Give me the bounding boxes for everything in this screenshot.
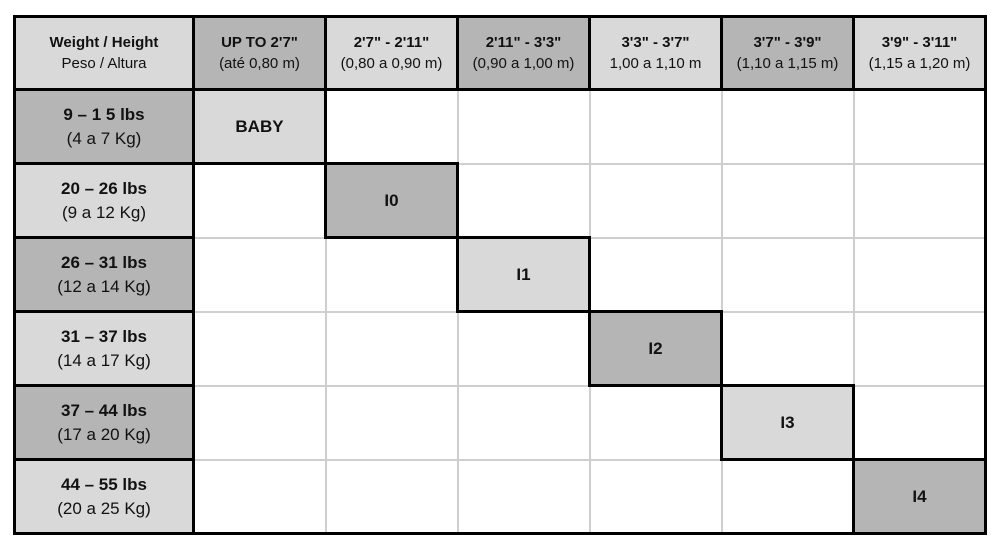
header-cell-height-range-4: 3'3" - 3'7" 1,00 a 1,10 m xyxy=(588,15,723,91)
table-row-i4: 44 – 55 lbs (20 a 25 Kg) I4 xyxy=(13,458,987,535)
size-cell-i3: I3 xyxy=(720,384,855,461)
empty-cell xyxy=(192,458,327,535)
weight-range-kg: (17 a 20 Kg) xyxy=(57,424,151,444)
weight-range-kg: (9 a 12 Kg) xyxy=(61,202,147,222)
size-chart-table: Weight / Height Peso / Altura UP TO 2'7"… xyxy=(13,15,987,535)
size-value: I3 xyxy=(780,412,795,432)
header-row: Weight / Height Peso / Altura UP TO 2'7"… xyxy=(13,15,987,91)
header-cell-weight-height: Weight / Height Peso / Altura xyxy=(13,15,195,91)
height-range-metric: (1,15 a 1,20 m) xyxy=(868,55,971,72)
empty-cell xyxy=(192,384,327,461)
row-label-cell: 9 – 1 5 lbs (4 a 7 Kg) xyxy=(13,88,195,165)
empty-cell xyxy=(456,458,591,535)
weight-range-lbs: 20 – 26 lbs xyxy=(60,178,147,198)
empty-cell xyxy=(324,236,459,313)
empty-cell xyxy=(456,310,591,387)
height-range-imperial: 2'11" - 3'3" xyxy=(485,34,562,51)
weight-range-kg: (4 a 7 Kg) xyxy=(66,128,142,148)
empty-cell xyxy=(456,384,591,461)
size-cell-i4: I4 xyxy=(852,458,987,535)
height-range-metric: 1,00 a 1,10 m xyxy=(609,55,702,72)
empty-cell xyxy=(192,162,327,239)
empty-cell xyxy=(720,236,855,313)
empty-cell xyxy=(720,162,855,239)
weight-range-kg: (14 a 17 Kg) xyxy=(57,350,151,370)
empty-cell xyxy=(720,88,855,165)
table-row-i3: 37 – 44 lbs (17 a 20 Kg) I3 xyxy=(13,384,987,461)
empty-cell xyxy=(852,384,987,461)
header-cell-height-range-5: 3'7" - 3'9" (1,10 a 1,15 m) xyxy=(720,15,855,91)
weight-range-lbs: 37 – 44 lbs xyxy=(60,400,147,420)
row-label-cell: 37 – 44 lbs (17 a 20 Kg) xyxy=(13,384,195,461)
height-range-imperial: 3'9" - 3'11" xyxy=(881,34,958,51)
size-value: I4 xyxy=(912,486,927,506)
size-value: I2 xyxy=(648,338,663,358)
size-value: I1 xyxy=(516,264,531,284)
empty-cell xyxy=(324,88,459,165)
height-range-metric: (até 0,80 m) xyxy=(219,55,300,72)
height-range-imperial: 2'7" - 2'11" xyxy=(353,34,430,51)
row-label-cell: 44 – 55 lbs (20 a 25 Kg) xyxy=(13,458,195,535)
height-range-metric: (1,10 a 1,15 m) xyxy=(736,55,839,72)
empty-cell xyxy=(588,236,723,313)
weight-range-kg: (20 a 25 Kg) xyxy=(57,498,151,518)
row-label-cell: 31 – 37 lbs (14 a 17 Kg) xyxy=(13,310,195,387)
size-cell-i1: I1 xyxy=(456,236,591,313)
size-chart-body: 9 – 1 5 lbs (4 a 7 Kg) BABY 20 – 26 lbs … xyxy=(13,88,987,535)
table-row-i1: 26 – 31 lbs (12 a 14 Kg) I1 xyxy=(13,236,987,313)
height-range-imperial: 3'7" - 3'9" xyxy=(753,34,822,51)
weight-range-lbs: 26 – 31 lbs xyxy=(60,252,147,272)
empty-cell xyxy=(588,88,723,165)
weight-range-kg: (12 a 14 Kg) xyxy=(57,276,151,296)
row-label-cell: 20 – 26 lbs (9 a 12 Kg) xyxy=(13,162,195,239)
empty-cell xyxy=(588,458,723,535)
size-cell-i2: I2 xyxy=(588,310,723,387)
header-cell-height-range-6: 3'9" - 3'11" (1,15 a 1,20 m) xyxy=(852,15,987,91)
size-chart-header: Weight / Height Peso / Altura UP TO 2'7"… xyxy=(13,15,987,91)
height-range-metric: (0,90 a 1,00 m) xyxy=(472,55,575,72)
height-range-imperial: 3'3" - 3'7" xyxy=(621,34,690,51)
empty-cell xyxy=(192,310,327,387)
empty-cell xyxy=(720,458,855,535)
weight-range-lbs: 9 – 1 5 lbs xyxy=(63,104,145,124)
header-cell-height-range-2: 2'7" - 2'11" (0,80 a 0,90 m) xyxy=(324,15,459,91)
size-value: I0 xyxy=(384,190,399,210)
header-title-pt: Peso / Altura xyxy=(61,55,147,72)
size-cell-baby: BABY xyxy=(192,88,327,165)
table-row-i2: 31 – 37 lbs (14 a 17 Kg) I2 xyxy=(13,310,987,387)
empty-cell xyxy=(456,162,591,239)
empty-cell xyxy=(852,162,987,239)
empty-cell xyxy=(852,310,987,387)
row-label-cell: 26 – 31 lbs (12 a 14 Kg) xyxy=(13,236,195,313)
table-row-baby: 9 – 1 5 lbs (4 a 7 Kg) BABY xyxy=(13,88,987,165)
empty-cell xyxy=(456,88,591,165)
height-range-imperial: UP TO 2'7" xyxy=(221,34,298,51)
header-title-en: Weight / Height xyxy=(49,34,159,51)
empty-cell xyxy=(324,310,459,387)
empty-cell xyxy=(588,384,723,461)
size-value: BABY xyxy=(235,116,284,136)
weight-range-lbs: 31 – 37 lbs xyxy=(60,326,147,346)
empty-cell xyxy=(192,236,327,313)
empty-cell xyxy=(852,236,987,313)
table-row-i0: 20 – 26 lbs (9 a 12 Kg) I0 xyxy=(13,162,987,239)
height-range-metric: (0,80 a 0,90 m) xyxy=(340,55,443,72)
empty-cell xyxy=(324,384,459,461)
empty-cell xyxy=(720,310,855,387)
header-cell-height-range-1: UP TO 2'7" (até 0,80 m) xyxy=(192,15,327,91)
empty-cell xyxy=(324,458,459,535)
empty-cell xyxy=(588,162,723,239)
header-cell-height-range-3: 2'11" - 3'3" (0,90 a 1,00 m) xyxy=(456,15,591,91)
size-cell-i0: I0 xyxy=(324,162,459,239)
weight-range-lbs: 44 – 55 lbs xyxy=(60,474,147,494)
empty-cell xyxy=(852,88,987,165)
